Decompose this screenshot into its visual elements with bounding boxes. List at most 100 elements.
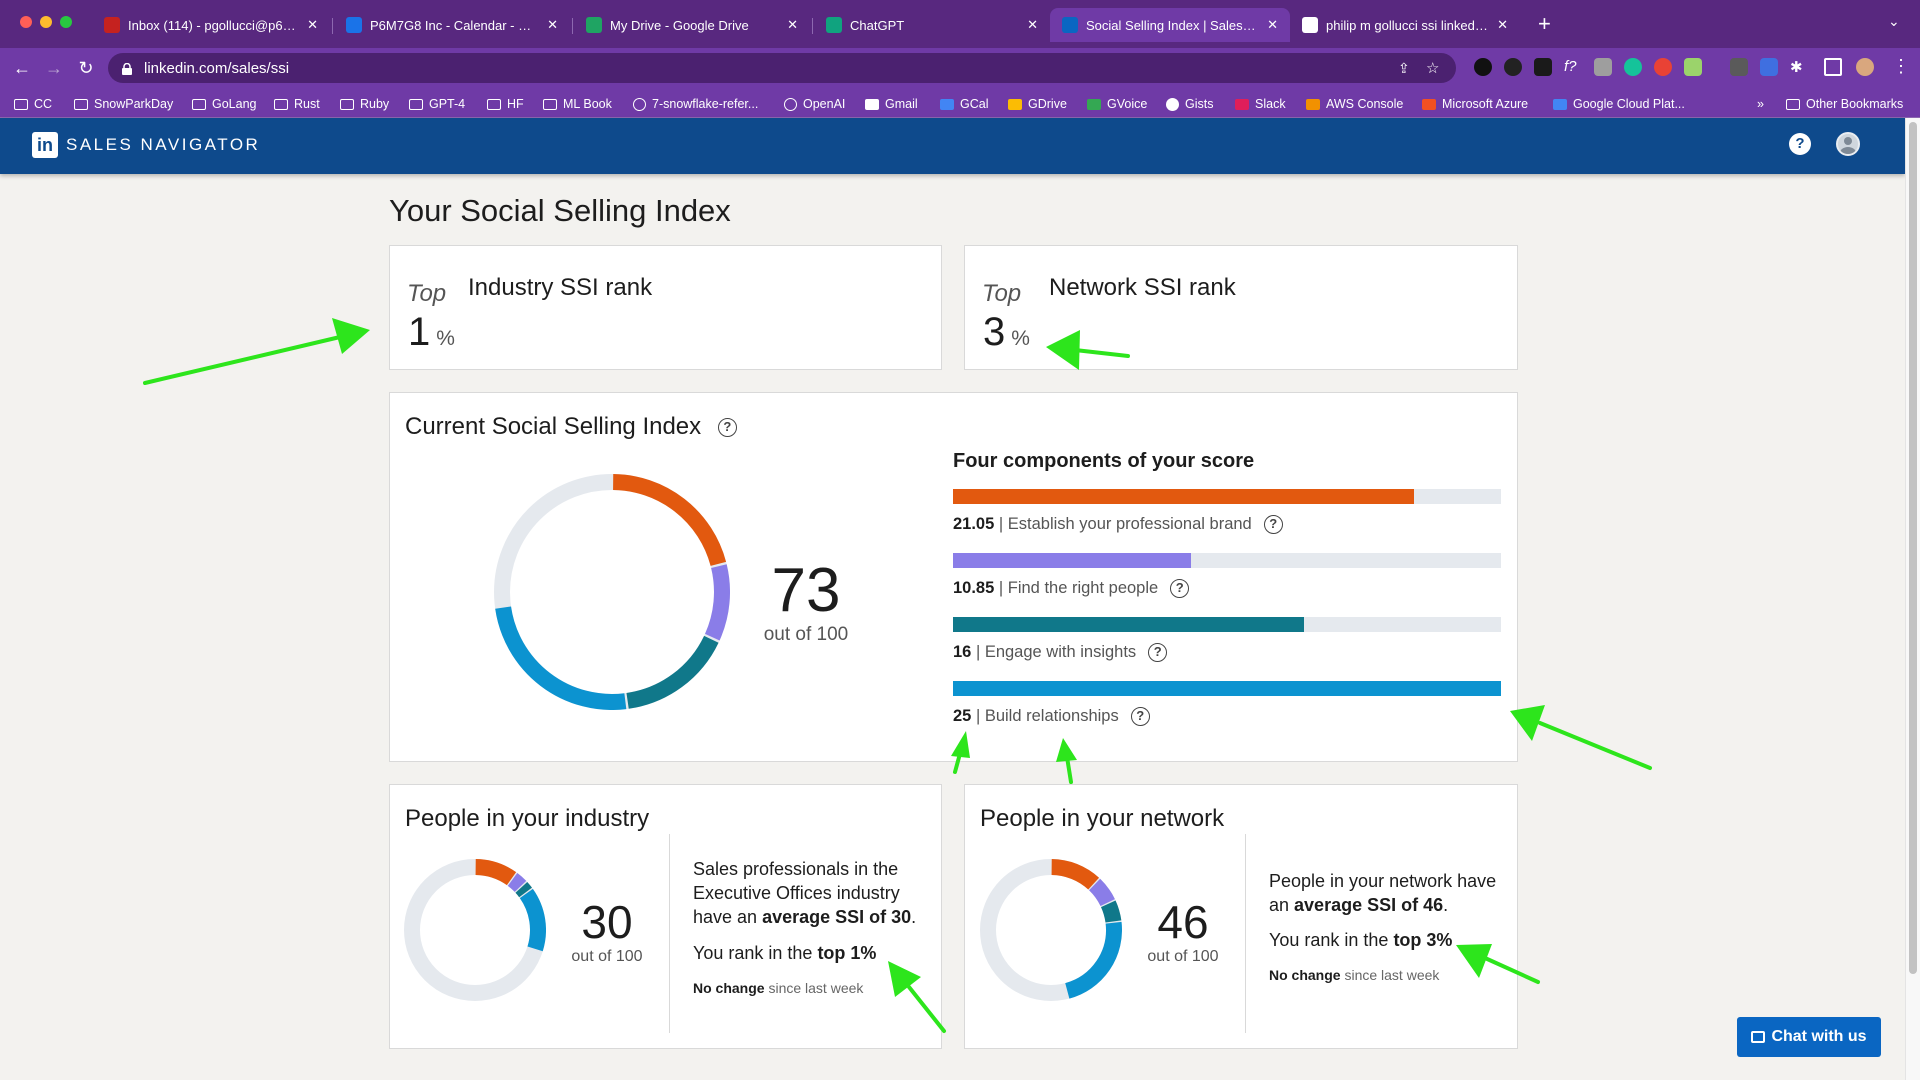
other-bookmarks[interactable]: Other Bookmarks (1786, 95, 1903, 113)
grammarly-icon[interactable] (1624, 58, 1642, 76)
component-bar-fill (953, 617, 1304, 632)
close-tab-icon[interactable]: ✕ (547, 17, 558, 33)
address-bar[interactable]: linkedin.com/sales/ssi ⇪ ☆ (108, 53, 1456, 83)
reload-icon[interactable]: ↻ (74, 56, 98, 80)
bookmark-label: Microsoft Azure (1442, 97, 1528, 111)
close-tab-icon[interactable]: ✕ (307, 17, 318, 33)
side-panel-icon[interactable] (1824, 58, 1842, 76)
extension-icon[interactable] (1684, 58, 1702, 76)
extension-icon[interactable]: f? (1564, 58, 1582, 76)
help-question-icon[interactable]: ? (1170, 579, 1189, 598)
back-arrow-icon[interactable]: ← (10, 56, 34, 80)
help-question-icon[interactable]: ? (1131, 707, 1150, 726)
bookmark-label: Other Bookmarks (1806, 97, 1903, 111)
extension-icon[interactable] (1534, 58, 1552, 76)
donut-segment (476, 867, 512, 879)
bookmarks-overflow-button[interactable]: » (1757, 95, 1764, 113)
browser-tab[interactable]: My Drive - Google Drive ✕ (574, 8, 810, 42)
change-text: since last week (1341, 967, 1440, 983)
help-icon[interactable]: ? (1789, 133, 1811, 155)
browser-menu-icon[interactable]: ⋮ (1892, 56, 1910, 77)
extension-icon[interactable] (1654, 58, 1672, 76)
sales-navigator-header: in SALES NAVIGATOR ? (0, 118, 1905, 174)
extension-icon[interactable] (1474, 58, 1492, 76)
bookmark-item[interactable]: Ruby (340, 95, 389, 113)
browser-tab[interactable]: philip m gollucci ssi linkedin - Google … (1290, 8, 1520, 42)
bookmark-label: GCal (960, 97, 988, 111)
lock-icon (122, 62, 132, 74)
close-tab-icon[interactable]: ✕ (1267, 17, 1278, 33)
browser-tab-active[interactable]: Social Selling Index | Sales Navigator ✕ (1050, 8, 1290, 42)
page-scrollbar[interactable] (1905, 118, 1920, 1080)
bookmark-item[interactable]: 7-snowflake-refer... (633, 95, 758, 113)
browser-tab[interactable]: ChatGPT ✕ (814, 8, 1050, 42)
bookmark-item[interactable]: Gists (1166, 95, 1213, 113)
close-tab-icon[interactable]: ✕ (1497, 17, 1508, 33)
bookmark-item[interactable]: AWS Console (1306, 95, 1403, 113)
user-avatar[interactable] (1836, 132, 1860, 156)
bookmark-item[interactable]: Google Cloud Plat... (1553, 95, 1685, 113)
bookmark-item[interactable]: Gmail (865, 95, 918, 113)
component-label-people: 10.85 | Find the right people? (953, 579, 1189, 598)
bookmark-item[interactable]: HF (487, 95, 524, 113)
card-title-text: Current Social Selling Index (405, 413, 701, 440)
profile-avatar-icon[interactable] (1856, 58, 1874, 76)
components-title: Four components of your score (953, 450, 1254, 473)
bookmark-label: GoLang (212, 97, 256, 111)
bookmark-item[interactable]: GDrive (1008, 95, 1067, 113)
gmail-icon (104, 17, 120, 33)
component-value: 25 (953, 707, 971, 726)
extension-icon[interactable] (1760, 58, 1778, 76)
bookmark-item[interactable]: SnowParkDay (74, 95, 173, 113)
current-ssi-out-of: out of 100 (736, 624, 876, 646)
industry-change-text: No change since last week (693, 980, 863, 996)
bookmark-item[interactable]: GVoice (1087, 95, 1147, 113)
help-question-icon[interactable]: ? (1148, 643, 1167, 662)
extensions-puzzle-icon[interactable]: ✱ (1790, 58, 1808, 76)
bookmark-item[interactable]: Slack (1235, 95, 1286, 113)
browser-tab[interactable]: Inbox (114) - pgollucci@p6m7g8.com ✕ (92, 8, 330, 42)
tab-search-chevron-icon[interactable]: ⌄ (1888, 13, 1900, 30)
bookmark-item[interactable]: GoLang (192, 95, 256, 113)
share-icon[interactable]: ⇪ (1398, 60, 1410, 77)
help-question-icon[interactable]: ? (718, 418, 737, 437)
component-bar-relationships (953, 681, 1501, 696)
close-tab-icon[interactable]: ✕ (787, 17, 798, 33)
bookmark-item[interactable]: ML Book (543, 95, 612, 113)
close-tab-icon[interactable]: ✕ (1027, 17, 1038, 33)
rank-unit: % (1011, 327, 1030, 350)
bookmark-item[interactable]: GCal (940, 95, 988, 113)
new-tab-button[interactable]: + (1538, 11, 1551, 37)
gcal-icon (940, 99, 954, 110)
extension-icon[interactable] (1594, 58, 1612, 76)
window-minimize-button[interactable] (40, 16, 52, 28)
bookmark-item[interactable]: GPT-4 (409, 95, 465, 113)
linkedin-logo-icon[interactable]: in (32, 132, 58, 158)
chat-bubble-icon (1751, 1031, 1765, 1043)
window-zoom-button[interactable] (60, 16, 72, 28)
bookmark-star-icon[interactable]: ☆ (1426, 59, 1439, 77)
component-bar-fill (953, 681, 1501, 696)
bookmark-label: GPT-4 (429, 97, 465, 111)
help-question-icon[interactable]: ? (1264, 515, 1283, 534)
extension-icon[interactable] (1504, 58, 1522, 76)
bookmark-item[interactable]: CC (14, 95, 52, 113)
industry-out-of: out of 100 (557, 948, 657, 966)
bookmark-item[interactable]: Microsoft Azure (1422, 95, 1528, 113)
window-close-button[interactable] (20, 16, 32, 28)
rank-unit: % (436, 327, 455, 350)
donut-segment (628, 639, 712, 701)
chat-with-us-button[interactable]: Chat with us (1737, 1017, 1881, 1057)
desc-text: . (1443, 895, 1448, 915)
component-name: Engage with insights (985, 643, 1136, 662)
donut-segment (712, 566, 722, 637)
bookmark-item[interactable]: Rust (274, 95, 320, 113)
extension-icon[interactable] (1730, 58, 1748, 76)
folder-icon (340, 99, 354, 110)
bookmark-item[interactable]: OpenAI (784, 95, 845, 113)
scroll-thumb[interactable] (1909, 122, 1917, 974)
browser-tab-strip: Inbox (114) - pgollucci@p6m7g8.com ✕ P6M… (0, 0, 1920, 48)
forward-arrow-icon[interactable]: → (42, 56, 66, 80)
product-name[interactable]: SALES NAVIGATOR (66, 135, 260, 155)
browser-tab[interactable]: P6M7G8 Inc - Calendar - Week ✕ (334, 8, 570, 42)
